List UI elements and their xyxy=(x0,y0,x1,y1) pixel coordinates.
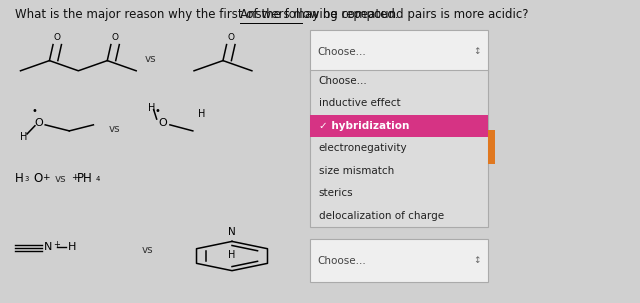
Bar xyxy=(310,70,488,227)
Bar xyxy=(310,115,488,137)
Text: H: H xyxy=(15,172,24,185)
Text: electronegativity: electronegativity xyxy=(319,143,408,154)
Text: +: + xyxy=(71,173,79,182)
Bar xyxy=(488,130,495,164)
Text: What is the major reason why the first of the following compound pairs is more a: What is the major reason why the first o… xyxy=(15,8,536,21)
Text: N: N xyxy=(44,242,52,252)
Text: $_3$: $_3$ xyxy=(24,174,30,184)
Text: O: O xyxy=(111,33,118,42)
Bar xyxy=(310,30,488,73)
Text: inductive effect: inductive effect xyxy=(319,98,401,108)
Text: vs: vs xyxy=(142,245,154,255)
Text: H: H xyxy=(228,250,236,260)
Text: H: H xyxy=(148,102,156,113)
Text: sterics: sterics xyxy=(319,188,353,198)
Text: •: • xyxy=(31,105,37,116)
Text: Choose...: Choose... xyxy=(319,76,367,86)
Text: O: O xyxy=(35,118,44,128)
Text: H: H xyxy=(20,132,28,142)
Text: vs: vs xyxy=(109,124,120,134)
Text: Choose...: Choose... xyxy=(317,255,366,266)
Text: +: + xyxy=(42,173,50,182)
Text: $_4$: $_4$ xyxy=(95,174,101,184)
Text: ↕: ↕ xyxy=(474,256,481,265)
Text: size mismatch: size mismatch xyxy=(319,166,394,176)
Text: H: H xyxy=(198,109,205,119)
Text: O: O xyxy=(227,33,234,42)
Text: ✓ hybridization: ✓ hybridization xyxy=(319,121,409,131)
Text: O: O xyxy=(54,33,61,42)
Text: vs: vs xyxy=(54,174,66,184)
Text: ↕: ↕ xyxy=(474,47,481,56)
Text: •: • xyxy=(155,105,161,116)
Text: O: O xyxy=(33,172,42,185)
Text: H: H xyxy=(67,242,76,252)
Text: N: N xyxy=(228,227,236,237)
Text: Choose...: Choose... xyxy=(317,46,366,57)
Text: vs: vs xyxy=(145,54,156,64)
Text: Answers may be repeated.: Answers may be repeated. xyxy=(241,8,399,21)
Text: +: + xyxy=(53,240,60,249)
Text: O: O xyxy=(158,118,167,128)
Text: delocalization of charge: delocalization of charge xyxy=(319,211,444,221)
Text: PH: PH xyxy=(77,172,93,185)
Bar xyxy=(310,239,488,282)
